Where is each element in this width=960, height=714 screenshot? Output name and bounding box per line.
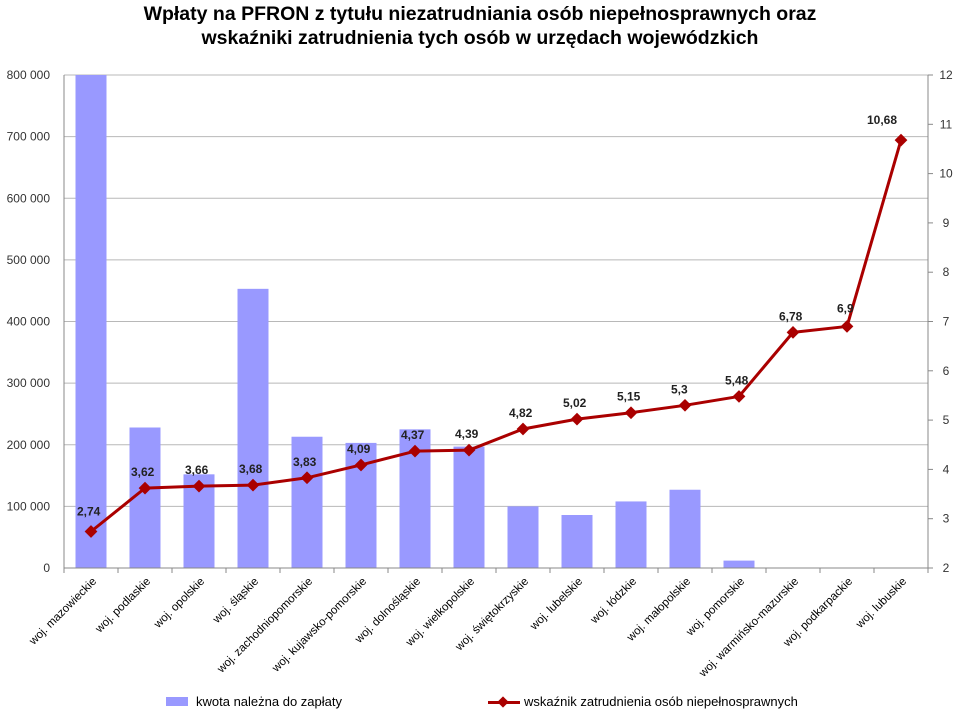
left-tick-label: 100 000	[7, 499, 51, 513]
indicator-point	[408, 444, 422, 458]
data-label: 4,82	[509, 406, 533, 420]
bar	[291, 436, 323, 568]
bar	[561, 515, 593, 568]
data-label: 3,68	[239, 462, 263, 476]
indicator-point	[462, 443, 476, 457]
right-tick-label: 10	[939, 167, 953, 181]
indicator-point	[516, 422, 530, 436]
indicator-point	[894, 133, 908, 147]
data-label: 6,9	[837, 301, 854, 315]
category-label: woj. lubuskie	[853, 576, 909, 632]
left-tick-label: 200 000	[7, 438, 51, 452]
axes: 0 100 000 200 000 300 000 400 000 500 000 600 …	[7, 68, 953, 680]
data-label: 5,48	[725, 373, 749, 387]
data-label: 3,66	[185, 463, 209, 477]
chart-title-line-2: wskaźniki zatrudnienia tych osób w urzęd…	[201, 27, 759, 49]
legend: kwota należna do zapłaty wskaźnik zatrud…	[0, 694, 960, 714]
bar	[237, 288, 269, 568]
right-tick-label: 4	[943, 462, 950, 476]
left-tick-label: 300 000	[7, 376, 51, 390]
data-labels: 2,74 3,62 3,66 3,68 3,83 4,09 4,37 4,39 4,82 5,02…	[77, 113, 897, 518]
right-tick-label: 6	[943, 364, 950, 378]
indicator-point	[138, 481, 152, 495]
right-tick-label: 11	[940, 117, 953, 131]
left-tick-label: 600 000	[7, 191, 51, 205]
left-tick-label: 500 000	[7, 253, 51, 267]
category-label: woj. mazowieckie	[27, 576, 99, 648]
left-tick-label: 800 000	[7, 68, 51, 82]
data-label: 3,62	[131, 465, 155, 479]
data-label: 5,3	[671, 382, 688, 396]
bar	[615, 501, 647, 568]
right-tick-label: 9	[943, 216, 950, 230]
category-label: woj. opolskie	[151, 576, 207, 632]
left-tick-label: 700 000	[7, 130, 51, 144]
data-label: 4,39	[455, 427, 479, 441]
legend-item-bars: kwota należna do zapłaty	[166, 694, 342, 709]
data-label: 10,68	[867, 113, 897, 127]
indicator-point	[300, 471, 314, 485]
bar	[75, 75, 107, 568]
data-label: 2,74	[77, 505, 101, 519]
indicator-polyline	[90, 139, 903, 533]
category-label: woj. warmińsko-mazurskie	[697, 576, 802, 681]
data-label: 5,15	[617, 390, 641, 404]
legend-label-line: wskaźnik zatrudnienia osób niepełnospraw…	[524, 694, 798, 709]
bar	[453, 446, 485, 568]
bar	[723, 560, 755, 568]
data-label: 4,09	[347, 442, 371, 456]
chart-title-line-1: Wpłaty na PFRON z tytułu niezatrudniania…	[143, 3, 817, 25]
data-label: 6,78	[779, 309, 803, 323]
category-label: woj. podlaskie	[93, 576, 153, 636]
data-label: 4,37	[401, 428, 425, 442]
right-tick-label: 3	[943, 512, 950, 526]
indicator-point	[192, 479, 206, 493]
category-label: woj. lubelskie	[528, 576, 586, 634]
bar	[507, 506, 539, 568]
chart-title: Wpłaty na PFRON z tytułu niezatrudniania…	[0, 2, 960, 50]
left-tick-label: 400 000	[7, 315, 51, 329]
legend-item-line: wskaźnik zatrudnienia osób niepełnospraw…	[488, 694, 798, 709]
right-tick-label: 8	[943, 265, 950, 279]
left-tick-label: 0	[43, 561, 50, 575]
right-tick-label: 12	[939, 68, 953, 82]
indicator-point	[354, 458, 368, 472]
right-tick-label: 5	[943, 413, 950, 427]
category-label: woj. łódzkie	[588, 576, 639, 627]
indicator-point	[624, 406, 638, 420]
indicator-point	[678, 398, 692, 412]
data-label: 5,02	[563, 396, 587, 410]
indicator-point	[570, 412, 584, 426]
right-tick-label: 2	[943, 561, 950, 575]
category-label: woj. kujawsko-pomorskie	[270, 576, 370, 676]
right-tick-label: 7	[943, 315, 950, 329]
indicator-point	[246, 478, 260, 492]
legend-label-bars: kwota należna do zapłaty	[196, 694, 342, 709]
data-label: 3,83	[293, 455, 317, 469]
category-label: woj. zachodniopomorskie	[215, 576, 315, 676]
legend-bar-swatch	[166, 697, 188, 706]
category-label: woj. śląskie	[210, 576, 261, 627]
bar	[669, 489, 701, 568]
legend-line-swatch	[488, 696, 520, 708]
